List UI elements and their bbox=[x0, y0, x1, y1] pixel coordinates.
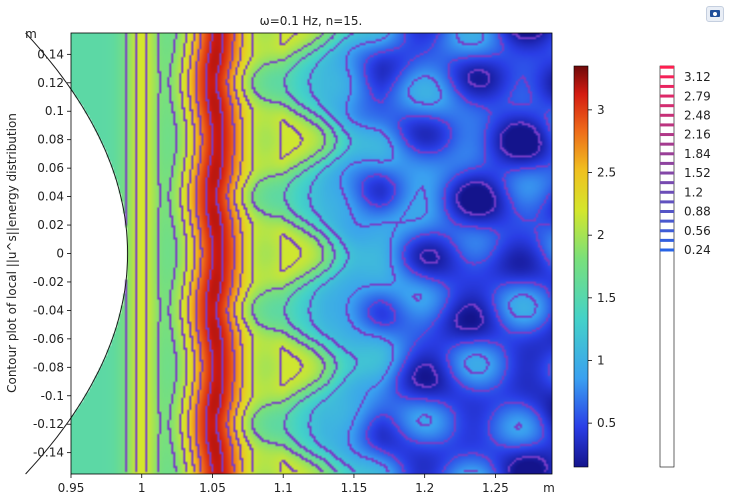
surface-colorbar-label: 1.5 bbox=[597, 291, 616, 305]
surface-colorbar-label: 2.5 bbox=[597, 166, 616, 180]
y-tick-label: -0.14 bbox=[33, 446, 64, 460]
y-tick-label: -0.08 bbox=[33, 360, 64, 374]
surface-colorbar-ticks: 3 2.5 2 1.5 1 0.5 bbox=[588, 103, 616, 430]
y-tick-label: -0.1 bbox=[41, 389, 64, 403]
y-tick-label: -0.02 bbox=[33, 275, 64, 289]
x-tick-label: 1.25 bbox=[482, 481, 509, 495]
contour-colorbar-label: 2.79 bbox=[684, 90, 711, 104]
x-tick-label: 1.05 bbox=[199, 481, 226, 495]
contour-colorbar-label: 0.88 bbox=[684, 205, 711, 219]
image-snapshot-icon[interactable] bbox=[706, 6, 724, 22]
y-tick-label: 0.14 bbox=[37, 47, 64, 61]
plot-area bbox=[25, 32, 553, 475]
y-tick-label: 0.12 bbox=[37, 76, 64, 90]
y-tick-label: -0.12 bbox=[33, 417, 64, 431]
x-tick-label: 1.1 bbox=[274, 481, 293, 495]
x-tick-label: 1.2 bbox=[415, 481, 434, 495]
contour-colorbar-label: 2.48 bbox=[684, 108, 711, 122]
y-tick-label: 0.08 bbox=[37, 133, 64, 147]
y-tick-label: 0 bbox=[56, 247, 64, 261]
y-axis-label: Contour plot of local ||u^s||energy dist… bbox=[5, 113, 19, 393]
contour-colorbar-label: 0.24 bbox=[684, 243, 711, 257]
contour-colorbar: 3.12 2.79 2.48 2.16 1.84 1.52 1.2 0.88 0.56 0.24 bbox=[659, 65, 711, 468]
y-tick-label: -0.06 bbox=[33, 332, 64, 346]
surface-colorbar-label: 3 bbox=[597, 103, 605, 117]
surface-colorbar-label: 1 bbox=[597, 353, 605, 367]
inner-boundary-line bbox=[25, 32, 129, 475]
y-axis-unit: m bbox=[25, 27, 37, 41]
surface-colorbar: 3 2.5 2 1.5 1 0.5 bbox=[573, 65, 616, 468]
y-tick-label: 0.02 bbox=[37, 218, 64, 232]
contour-colorbar-ticks: 3.12 2.79 2.48 2.16 1.84 1.52 1.2 0.88 0.56 0.24 bbox=[684, 70, 711, 257]
x-axis-unit: m bbox=[543, 481, 555, 495]
y-tick-label: 0.06 bbox=[37, 161, 64, 175]
y-tick-label: 0.1 bbox=[45, 104, 64, 118]
contour-colorbar-label: 3.12 bbox=[684, 70, 711, 84]
contour-colorbar-label: 2.16 bbox=[684, 128, 711, 142]
surface-colorbar-gradient bbox=[573, 65, 589, 468]
chart-title: ω=0.1 Hz, n=15. bbox=[260, 14, 363, 28]
contour-colorbar-label: 0.56 bbox=[684, 224, 711, 238]
y-tick-label: -0.04 bbox=[33, 303, 64, 317]
x-tick-label: 0.95 bbox=[58, 481, 85, 495]
contour-colorbar-label: 1.84 bbox=[684, 147, 711, 161]
x-tick-label: 1 bbox=[138, 481, 146, 495]
x-axis-ticks: 0.95 1 1.05 1.1 1.15 1.2 1.25 bbox=[58, 474, 509, 495]
surface-colorbar-label: 0.5 bbox=[597, 416, 616, 430]
surface-heatmap bbox=[71, 33, 552, 474]
y-tick-label: 0.04 bbox=[37, 190, 64, 204]
screen-dot-glyph bbox=[713, 12, 717, 16]
y-axis-ticks: 0.14 0.12 0.1 0.08 0.06 0.04 0.02 0 -0.02 -0.04 -0… bbox=[33, 47, 71, 460]
surface-colorbar-label: 2 bbox=[597, 228, 605, 242]
contour-colorbar-lines bbox=[660, 65, 674, 252]
contour-colorbar-label: 1.2 bbox=[684, 185, 703, 199]
x-tick-label: 1.15 bbox=[341, 481, 368, 495]
contour-colorbar-label: 1.52 bbox=[684, 166, 711, 180]
